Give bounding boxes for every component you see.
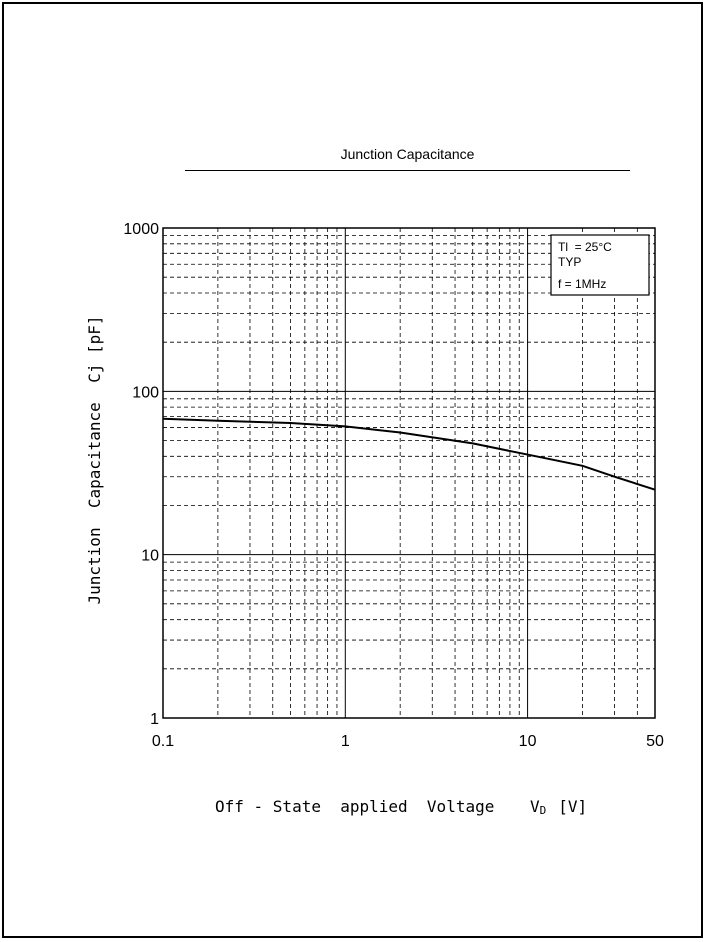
x-tick-label: 10	[519, 733, 537, 750]
title-rule	[185, 170, 630, 171]
plot-border	[162, 227, 656, 719]
x-axis-label-main: Off - State applied Voltage	[215, 797, 494, 816]
x-tick-label: 50	[646, 733, 664, 750]
x-tick-labels: 0.1 1 10 50	[152, 733, 664, 750]
x-tick-label: 1	[341, 733, 350, 750]
y-axis-label: Junction Capacitance Cj [pF]	[85, 316, 104, 605]
legend: Tl = 25°C TYP f = 1MHz	[550, 234, 650, 296]
y-tick-labels: 1 10 100 1000	[123, 221, 159, 728]
x-tick-label: 0.1	[152, 733, 174, 750]
x-axis-label-subscript: D	[540, 804, 547, 817]
y-tick-label: 10	[141, 548, 159, 565]
x-axis-label: Off - State applied Voltage VD [V]	[215, 797, 587, 817]
x-axis-label-symbol: V	[530, 797, 540, 816]
grid	[163, 228, 655, 718]
y-tick-label: 1000	[123, 221, 159, 238]
x-axis-label-unit: [V]	[558, 797, 587, 816]
chart-title: Junction Capacitance	[340, 146, 475, 162]
legend-line-2: TYP	[558, 255, 581, 269]
y-tick-label: 1	[150, 711, 159, 728]
legend-box	[550, 234, 650, 296]
legend-line-1: Tl = 25°C	[558, 240, 612, 254]
y-tick-label: 100	[132, 384, 159, 401]
legend-line-3: f = 1MHz	[558, 277, 606, 291]
series-line	[162, 417, 656, 491]
